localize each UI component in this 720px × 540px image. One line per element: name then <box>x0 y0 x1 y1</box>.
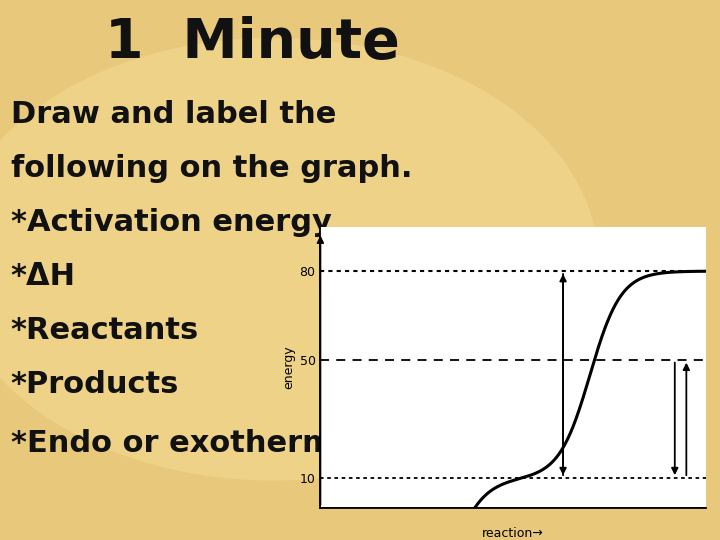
Text: *Reactants: *Reactants <box>11 316 199 345</box>
Text: *Activation energy: *Activation energy <box>11 208 332 237</box>
Y-axis label: energy: energy <box>282 346 295 389</box>
Text: *Products: *Products <box>11 370 179 399</box>
Ellipse shape <box>0 38 598 481</box>
Text: 1  Minute: 1 Minute <box>104 16 400 70</box>
Text: Draw and label the: Draw and label the <box>11 100 336 129</box>
Text: *Endo or exothermic: *Endo or exothermic <box>11 429 362 458</box>
Text: following on the graph.: following on the graph. <box>11 154 413 183</box>
Text: *ΔH: *ΔH <box>11 262 76 291</box>
Text: reaction→: reaction→ <box>482 527 544 540</box>
